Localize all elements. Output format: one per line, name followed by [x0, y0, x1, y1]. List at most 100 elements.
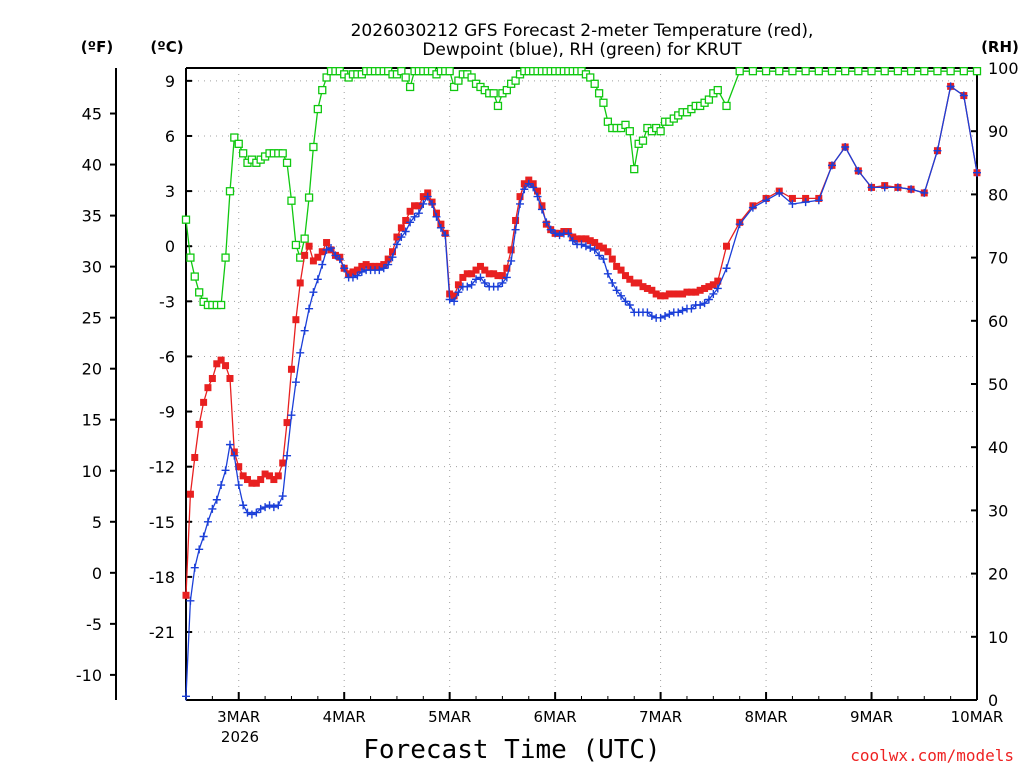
temperature-point [490, 270, 498, 278]
rh-point [590, 79, 599, 88]
celsius-tick-label: 6 [165, 127, 175, 146]
temperature-point [463, 270, 471, 278]
rh-point [309, 142, 318, 152]
dewpoint-point [208, 504, 217, 513]
temperature-point [507, 246, 515, 254]
temperature-point [362, 261, 370, 269]
rh-tick-label: 80 [988, 185, 1008, 204]
temperature-point [709, 281, 717, 289]
dewpoint-point [661, 312, 670, 321]
rh-point [511, 76, 520, 85]
rh-point [401, 73, 410, 82]
dewpoint-point [357, 267, 366, 276]
rh-point [322, 73, 331, 82]
dewpoint-point [625, 301, 634, 309]
temperature-point [714, 277, 722, 285]
dewpoint-point [704, 295, 713, 304]
celsius-tick-label: 0 [165, 237, 175, 256]
temperature-point [652, 290, 660, 298]
rh-point [880, 67, 889, 76]
temperature-point [402, 216, 410, 224]
temperature-point [468, 270, 476, 278]
celsius-tick-label: -9 [159, 403, 175, 422]
rh-point [906, 67, 916, 76]
rh-point [291, 240, 301, 250]
rh-tick-label: 10 [988, 628, 1008, 647]
dewpoint-point [511, 225, 520, 234]
rh-tick-label: 20 [988, 565, 1008, 584]
dewpoint-point [265, 501, 274, 510]
rh-point [493, 101, 503, 111]
dewpoint-point [621, 297, 630, 306]
x-year-label: 2026 [221, 728, 259, 746]
dewpoint-point [700, 299, 709, 308]
temperature-point [696, 286, 704, 294]
dewpoint-point [392, 240, 401, 249]
temperature-point [353, 266, 361, 274]
chart-title-line2: Dewpoint (blue), RH (green) for KRUT [422, 40, 742, 60]
dewpoint-point [867, 183, 876, 192]
temperature-point [204, 384, 212, 392]
rh-point [625, 127, 634, 136]
temperature-point [270, 476, 278, 484]
temperature-point [573, 235, 581, 243]
fahrenheit-tick-label: 35 [82, 207, 102, 226]
dewpoint-point [327, 244, 336, 253]
dewpoint-point [388, 253, 397, 262]
dewpoint-point [542, 218, 551, 227]
fahrenheit-tick-label: 45 [82, 105, 102, 124]
rh-tick-label: 0 [988, 691, 998, 710]
dewpoint-point [283, 451, 292, 460]
temperature-point [683, 288, 691, 296]
temperature-point [182, 591, 190, 599]
temperature-point [454, 281, 462, 289]
dewpoint-point [247, 510, 256, 519]
dewpoint-point [880, 183, 889, 192]
temperature-point [643, 284, 651, 292]
dewpoint-point [199, 532, 208, 541]
rh-point [225, 187, 235, 196]
dewpoint-point [551, 229, 560, 238]
dewpoint-point [687, 304, 696, 313]
temperature-point [389, 248, 397, 256]
fahrenheit-tick-label: 10 [82, 462, 102, 481]
temperature-point [639, 283, 647, 291]
temperature-point [626, 275, 634, 283]
rh-point [445, 67, 454, 76]
dewpoint-point [291, 378, 300, 387]
dewpoint-point [182, 692, 190, 701]
rh-point [638, 136, 648, 145]
dewpoint-point [678, 306, 687, 315]
rh-point [502, 85, 511, 95]
rh-point [313, 104, 322, 114]
dewpoint-point [384, 260, 393, 269]
rh-point [489, 89, 498, 98]
temperature-point [292, 316, 300, 324]
dewpoint-point [696, 301, 705, 309]
dewpoint-point [520, 185, 529, 194]
dewpoint-point [893, 183, 902, 192]
dewpoint-point [827, 161, 836, 170]
dewpoint-point [186, 596, 195, 605]
dewpoint-point [454, 288, 463, 297]
dewpoint-point [318, 260, 327, 269]
dewpoint-point [568, 236, 577, 245]
dewpoint-point [401, 227, 410, 236]
grid-lines [186, 68, 977, 700]
rh-point [230, 133, 239, 142]
temperature-point [252, 479, 260, 487]
dewpoint-point [920, 188, 929, 197]
celsius-tick-label: -12 [149, 458, 175, 477]
dewpoint-point [414, 209, 423, 218]
rh-point [467, 73, 476, 82]
dewpoint-point [212, 495, 221, 504]
temperature-point [191, 453, 199, 461]
temperature-point [384, 255, 392, 263]
temperature-point [239, 472, 247, 480]
credit-link[interactable]: coolwx.com/models [850, 746, 1014, 765]
dewpoint-point [555, 231, 564, 240]
dewpoint-point [907, 185, 916, 194]
dewpoint-point [973, 168, 981, 177]
rh-point [748, 67, 758, 76]
temperature-point [665, 290, 673, 298]
